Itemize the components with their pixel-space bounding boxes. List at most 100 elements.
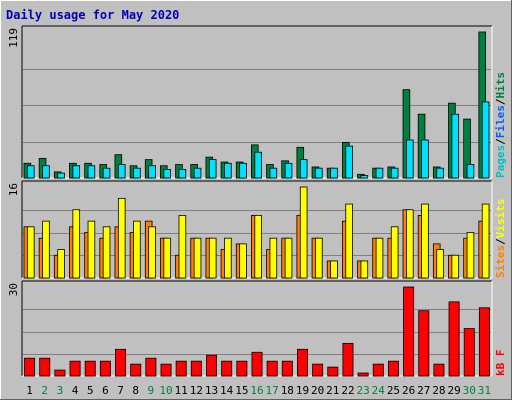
bar-sites-day-4 [72, 209, 81, 279]
bar-files-day-18 [284, 162, 293, 179]
bar-files-day-10 [163, 169, 172, 179]
day-label-14: 14 [220, 384, 234, 397]
bar-kbytes-day-28 [433, 363, 445, 377]
ymax-label: 119 [7, 28, 20, 48]
bar-sites-day-19 [299, 186, 308, 279]
bar-kbytes-day-1 [24, 357, 36, 377]
day-label-23: 23 [357, 384, 370, 397]
bar-kbytes-day-15 [236, 360, 248, 377]
legend-part: Files [494, 105, 507, 138]
day-label-27: 27 [417, 384, 430, 397]
bar-sites-day-1 [26, 226, 35, 279]
bar-files-day-28 [436, 167, 444, 179]
day-label-31: 31 [478, 384, 491, 397]
bar-kbytes-day-3 [54, 369, 66, 377]
legend-part: kB F [494, 350, 507, 377]
bar-sites-day-11 [178, 215, 187, 279]
day-label-21: 21 [326, 384, 339, 397]
day-label-11: 11 [175, 384, 188, 397]
bar-files-day-21 [330, 167, 338, 179]
day-label-29: 29 [447, 384, 460, 397]
bar-sites-day-10 [163, 237, 172, 279]
day-label-5: 5 [87, 384, 94, 397]
bar-kbytes-day-18 [281, 360, 293, 377]
bar-sites-day-7 [117, 197, 126, 279]
bar-sites-day-8 [133, 220, 141, 279]
bar-kbytes-day-8 [130, 363, 142, 377]
day-label-13: 13 [205, 384, 218, 397]
bar-kbytes-day-30 [463, 328, 475, 377]
bar-files-day-27 [421, 139, 429, 179]
day-label-20: 20 [311, 384, 324, 397]
day-label-15: 15 [235, 384, 248, 397]
bar-sites-day-18 [284, 237, 293, 279]
bar-sites-day-25 [390, 226, 399, 279]
day-axis-labels: 1 2 3 4 5 6 7 8 9 10 11 12 13 14 15 16 17 18 19 20 21 22 23 24 2… [26, 384, 491, 397]
legend-part: Hits [494, 72, 507, 99]
panel-kbytes: 30 kB F [7, 280, 507, 377]
bar-sites-day-6 [102, 226, 111, 279]
bar-kbytes-day-12 [190, 360, 202, 377]
panel-legend: kB F [494, 350, 507, 377]
bar-kbytes-day-6 [99, 360, 111, 377]
day-label-1: 1 [26, 384, 33, 397]
bar-kbytes-day-7 [115, 348, 127, 377]
legend-part: / [494, 238, 507, 245]
day-label-19: 19 [296, 384, 309, 397]
bar-files-day-1 [26, 165, 35, 179]
legend-part: Sites [494, 245, 507, 278]
bar-kbytes-day-23 [357, 372, 369, 377]
bar-files-day-31 [481, 101, 490, 179]
day-label-30: 30 [463, 384, 476, 397]
bar-files-day-26 [406, 139, 414, 179]
bar-sites-day-14 [224, 237, 232, 279]
bar-files-day-7 [117, 164, 126, 179]
bar-sites-day-13 [208, 237, 217, 279]
day-label-12: 12 [190, 384, 203, 397]
bar-kbytes-day-5 [84, 360, 96, 377]
bar-sites-day-26 [406, 209, 414, 279]
bar-kbytes-day-25 [387, 360, 399, 377]
bar-sites-day-17 [269, 237, 278, 279]
bar-files-day-9 [148, 165, 156, 179]
day-label-28: 28 [432, 384, 445, 397]
legend-part: Pages [494, 145, 507, 178]
bar-sites-day-16 [254, 215, 262, 279]
bar-files-day-22 [345, 145, 353, 179]
bar-kbytes-day-2 [39, 357, 51, 377]
bar-files-day-6 [102, 167, 111, 179]
bar-files-day-14 [224, 162, 232, 179]
bar-kbytes-day-11 [175, 360, 187, 377]
day-label-18: 18 [281, 384, 294, 397]
bar-files-day-11 [178, 169, 187, 179]
bar-sites-day-30 [466, 232, 475, 279]
day-label-25: 25 [387, 384, 400, 397]
day-label-26: 26 [402, 384, 415, 397]
bar-files-day-12 [193, 167, 202, 179]
bar-sites-day-3 [57, 249, 65, 279]
bar-kbytes-day-24 [372, 363, 384, 377]
bar-sites-day-31 [481, 203, 490, 279]
bar-files-day-30 [466, 164, 475, 179]
bar-sites-day-27 [421, 203, 429, 279]
bar-files-day-8 [133, 167, 141, 179]
bar-kbytes-day-31 [478, 307, 490, 377]
bar-files-day-17 [269, 167, 278, 179]
bar-kbytes-day-27 [418, 310, 430, 377]
bar-sites-day-2 [42, 220, 50, 279]
bar-kbytes-day-17 [266, 360, 278, 377]
bar-files-day-24 [375, 167, 384, 179]
day-label-8: 8 [132, 384, 139, 397]
bar-files-day-23 [360, 175, 369, 179]
day-label-4: 4 [72, 384, 79, 397]
bar-kbytes-day-14 [221, 360, 233, 377]
bar-files-day-20 [315, 167, 323, 179]
bar-kbytes-day-9 [145, 357, 157, 377]
bar-files-day-29 [451, 113, 460, 179]
legend-part: / [494, 98, 507, 105]
day-label-3: 3 [57, 384, 64, 397]
bar-sites-day-22 [345, 203, 353, 279]
bar-sites-day-5 [87, 220, 96, 279]
